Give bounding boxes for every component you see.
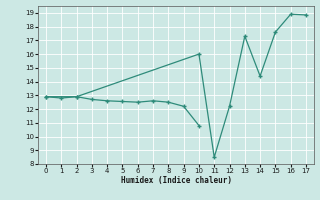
X-axis label: Humidex (Indice chaleur): Humidex (Indice chaleur) xyxy=(121,176,231,185)
